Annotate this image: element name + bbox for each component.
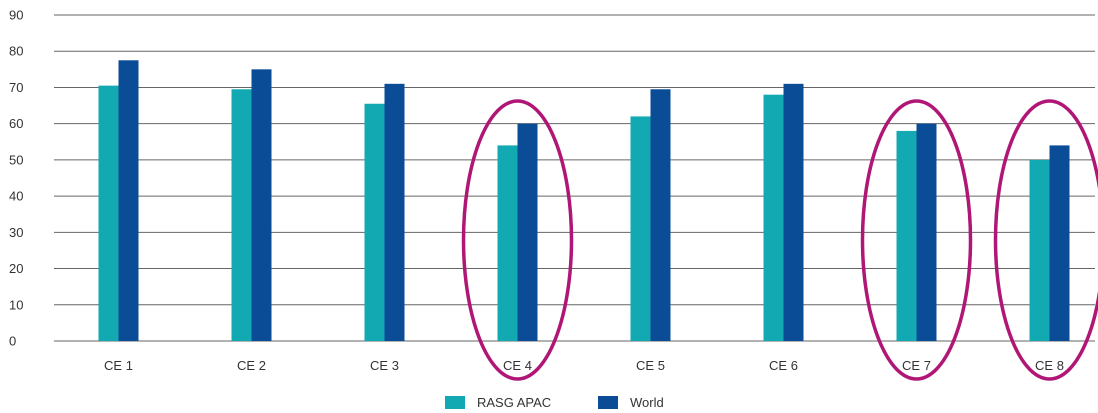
bar-rasg-apac-ce5: [630, 116, 651, 341]
x-tick-label: CE 6: [769, 358, 798, 373]
gridlines: [54, 14, 1095, 342]
bar-rasg-apac-ce8: [1029, 159, 1050, 341]
bar-world-ce2: [251, 69, 272, 341]
bar-world-ce5: [650, 89, 671, 341]
bar-world-ce4: [517, 123, 538, 342]
bar-rasg-apac-ce7: [896, 130, 917, 341]
bar-world-ce3: [384, 83, 405, 342]
y-tick-label: 10: [9, 297, 23, 312]
x-axis-ticks: CE 1 CE 2 CE 3 CE 4 CE 5 CE 6 CE 7 CE 8: [104, 358, 1064, 373]
x-tick-label: CE 1: [104, 358, 133, 373]
bars: [98, 60, 1070, 342]
highlight-ellipse-ce8: [993, 99, 1098, 381]
x-tick-label: CE 3: [370, 358, 399, 373]
y-tick-label: 70: [9, 80, 23, 95]
y-tick-label: 0: [9, 334, 16, 349]
y-tick-label: 60: [9, 116, 23, 131]
y-tick-label: 90: [9, 8, 23, 23]
y-tick-label: 20: [9, 261, 23, 276]
bar-world-ce6: [783, 83, 804, 342]
bar-world-ce7: [916, 123, 937, 342]
highlight-ellipse-ce7: [860, 99, 973, 381]
x-tick-label: CE 7: [902, 358, 931, 373]
bar-rasg-apac-ce1: [98, 85, 119, 341]
x-tick-label: CE 4: [503, 358, 532, 373]
y-axis-ticks: 0 10 20 30 40 50 60 70 80 90: [9, 8, 23, 349]
bar-rasg-apac-ce6: [763, 94, 784, 341]
bar-rasg-apac-ce3: [364, 103, 385, 341]
legend-swatch-world: [598, 396, 618, 409]
x-tick-label: CE 5: [636, 358, 665, 373]
bar-world-ce8: [1049, 145, 1070, 341]
legend: RASG APAC World: [445, 395, 664, 410]
y-tick-label: 40: [9, 189, 23, 204]
x-tick-label: CE 2: [237, 358, 266, 373]
bar-rasg-apac-ce2: [231, 89, 252, 341]
legend-label-rasg-apac: RASG APAC: [477, 395, 551, 410]
y-tick-label: 80: [9, 44, 23, 59]
x-tick-label: CE 8: [1035, 358, 1064, 373]
y-tick-label: 30: [9, 225, 23, 240]
legend-label-world: World: [630, 395, 664, 410]
legend-swatch-rasg-apac: [445, 396, 465, 409]
bar-rasg-apac-ce4: [497, 145, 518, 341]
highlight-ellipses: [461, 99, 1098, 381]
bar-world-ce1: [118, 60, 139, 342]
highlight-ellipse-ce4: [461, 99, 574, 381]
y-tick-label: 50: [9, 152, 23, 167]
